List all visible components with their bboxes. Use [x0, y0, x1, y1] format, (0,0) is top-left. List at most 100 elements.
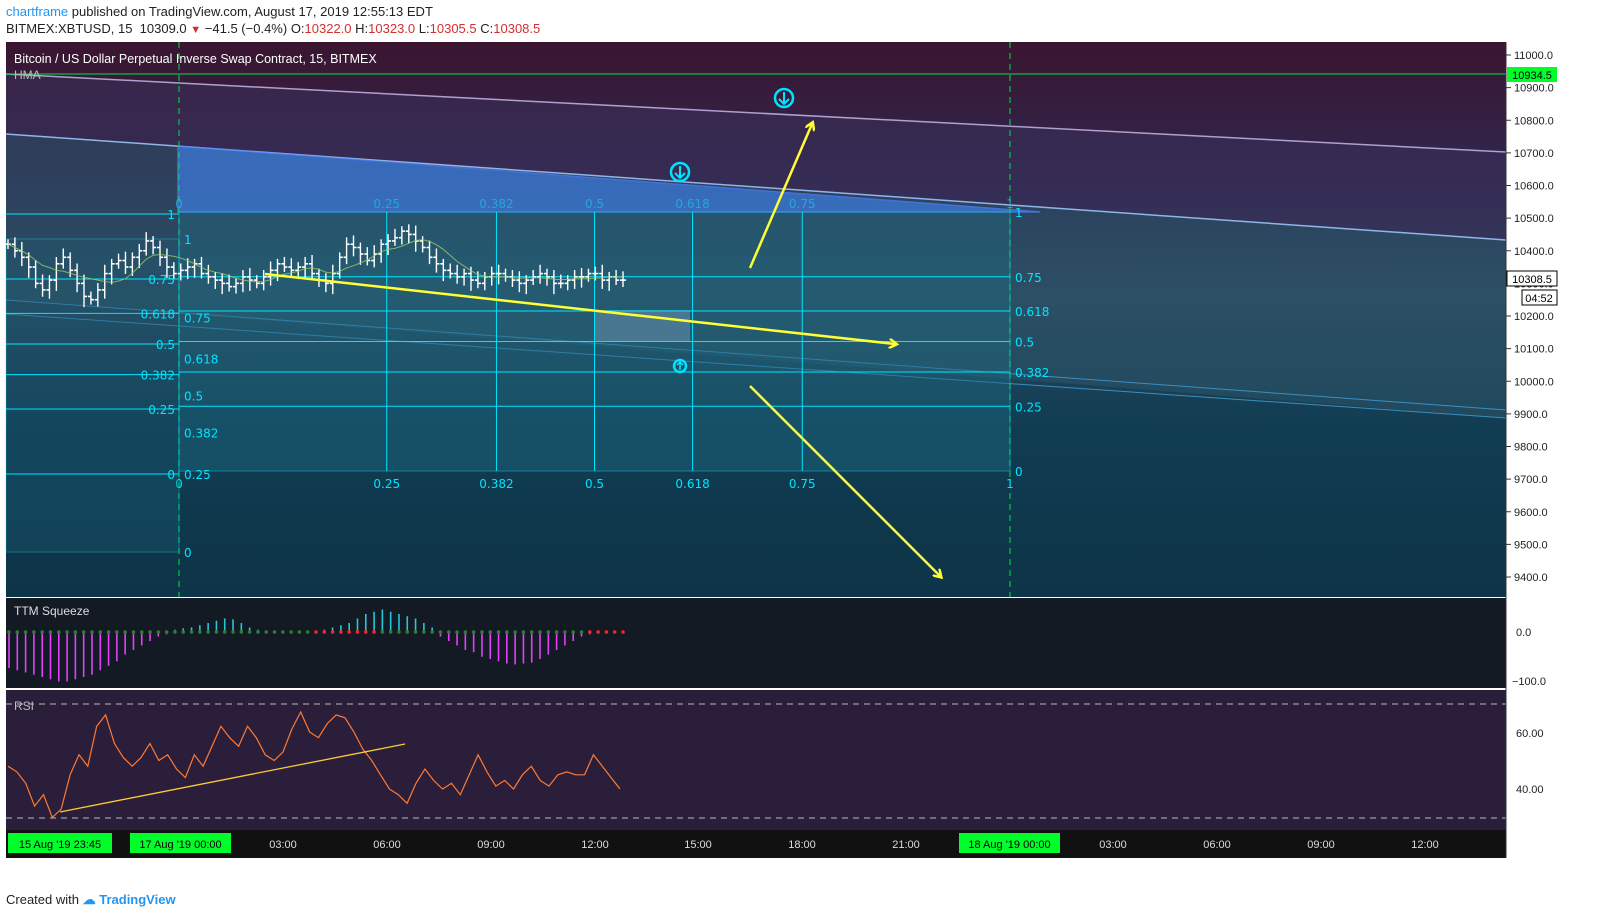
author-link[interactable]: chartframe — [6, 4, 69, 19]
close-value: 10308.5 — [493, 21, 541, 36]
squeeze-dot — [314, 630, 318, 634]
inner-fib-label: 0.5 — [184, 390, 203, 404]
indicator-label-hma: HMA — [14, 68, 41, 82]
close-label: C: — [480, 21, 494, 36]
squeeze-dot — [181, 630, 186, 634]
fib-top-label: 0.618 — [675, 197, 709, 211]
time-tick-label: 18:00 — [788, 839, 816, 851]
squeeze-dot — [579, 630, 584, 634]
squeeze-dot — [206, 630, 210, 634]
time-tick-label: 03:00 — [269, 839, 297, 851]
squeeze-dot — [272, 630, 277, 634]
price-tick-label: 10700.0 — [1514, 148, 1554, 160]
date-tag-text: 17 Aug '19 00:00 — [139, 839, 221, 851]
fib-bottom-label: 0 — [175, 477, 183, 491]
down-arrow-icon: ▼ — [190, 24, 202, 36]
fib-right-label: 0 — [1015, 465, 1023, 479]
squeeze-dot — [173, 630, 177, 634]
projection-triangle — [177, 145, 1041, 213]
rsi-trendline — [59, 743, 406, 813]
fib-top-label: 0 — [175, 197, 183, 211]
squeeze-dot — [222, 630, 227, 634]
squeeze-dot — [546, 630, 551, 634]
down-signal-icon — [773, 87, 795, 109]
price-tick-label: 9900.0 — [1514, 409, 1548, 421]
fib-top-label: 0.75 — [789, 197, 816, 211]
time-axis-labels: 03:00 06:00 09:00 12:00 15:00 18:00 21:00 03:00… — [8, 833, 1439, 853]
squeeze-dot — [115, 630, 119, 634]
inner-fib-label: 0.618 — [184, 353, 218, 367]
open-label: O: — [290, 21, 305, 36]
tradingview-link[interactable]: TradingView — [99, 892, 176, 907]
squeeze-dot — [363, 630, 368, 634]
price-tick-label: 10500.0 — [1514, 213, 1554, 225]
inner-fib-label: 0 — [184, 546, 192, 560]
time-tick-label: 06:00 — [373, 839, 401, 851]
squeeze-dot — [289, 630, 293, 634]
down-signal-icon — [669, 161, 691, 183]
price-axis[interactable] — [1506, 42, 1566, 858]
squeeze-dot — [322, 630, 327, 634]
fib-right-label: 1 — [1015, 206, 1023, 220]
squeeze-dot — [604, 630, 609, 634]
squeeze-dot — [156, 630, 161, 634]
inner-fib-label: 0.75 — [184, 311, 211, 325]
squeeze-dot — [189, 630, 194, 634]
fib-bottom-label: 0.75 — [789, 477, 816, 491]
squeeze-dot — [297, 630, 302, 634]
countdown-tag-text: 04:52 — [1525, 293, 1553, 305]
squeeze-dot — [239, 630, 244, 634]
price-tick-label: 10000.0 — [1514, 376, 1554, 388]
time-tick-label: 12:00 — [581, 839, 609, 851]
date-tag-text: 15 Aug '19 23:45 — [19, 839, 101, 851]
squeeze-dot — [355, 630, 360, 634]
squeeze-dot — [56, 630, 61, 634]
squeeze-dot — [480, 630, 484, 634]
squeeze-dot — [513, 630, 517, 634]
rsi-pane[interactable] — [6, 690, 1506, 830]
ttm-pane[interactable] — [6, 598, 1506, 688]
trend-arrow-down — [749, 385, 940, 576]
squeeze-dot — [596, 630, 600, 634]
squeeze-dot — [106, 630, 111, 634]
created-with-text: Created with — [6, 892, 79, 907]
squeeze-dot — [413, 630, 418, 634]
time-tick-label: 03:00 — [1099, 839, 1127, 851]
fib-right-label: 0.382 — [1015, 366, 1049, 380]
fib-top-label: 0.5 — [585, 197, 604, 211]
squeeze-dot — [347, 630, 351, 634]
price-tick-label: 9500.0 — [1514, 539, 1548, 551]
left-fib-label: 0.75 — [148, 273, 175, 287]
left-fib-label: 0.618 — [141, 307, 175, 321]
squeeze-dot — [23, 630, 28, 634]
squeeze-dot — [73, 630, 78, 634]
squeeze-dot — [256, 630, 260, 634]
open-value: 10322.0 — [304, 21, 352, 36]
left-fib-box — [5, 238, 180, 553]
left-fib-label: 0.382 — [141, 369, 175, 383]
date-tag — [130, 833, 231, 853]
squeeze-dot — [305, 630, 310, 634]
squeeze-dot — [339, 630, 343, 634]
squeeze-dot — [81, 630, 86, 634]
fib-right-label: 0.75 — [1015, 271, 1042, 285]
inner-fib-label: 0.25 — [184, 468, 211, 482]
squeeze-dot — [148, 630, 152, 634]
squeeze-dot — [505, 630, 509, 634]
squeeze-dot — [7, 630, 11, 634]
squeeze-dot — [330, 630, 335, 634]
squeeze-dot — [281, 630, 285, 634]
squeeze-dot — [65, 630, 69, 634]
fib-top-label: 0.25 — [373, 197, 400, 211]
squeeze-dot — [90, 630, 94, 634]
left-fib-label: 0 — [167, 468, 175, 482]
squeeze-dot — [529, 630, 534, 634]
squeeze-dot — [571, 630, 576, 634]
squeeze-dot — [488, 630, 493, 634]
time-axis[interactable] — [6, 830, 1506, 858]
footer: Created with ☁ TradingView — [6, 892, 176, 908]
candle-series — [5, 224, 626, 308]
rsi-40-tick: 40.00 — [1516, 784, 1544, 796]
left-fib-label: 1 — [167, 208, 175, 222]
